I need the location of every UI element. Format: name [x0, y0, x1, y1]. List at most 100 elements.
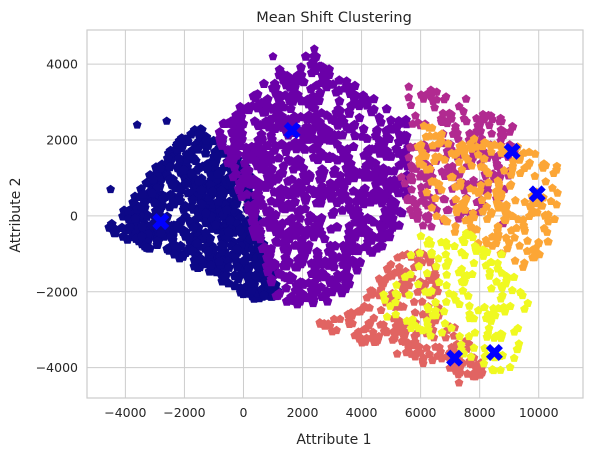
- data-point: [473, 150, 483, 159]
- data-point: [469, 175, 478, 185]
- data-point: [541, 177, 551, 186]
- data-point: [295, 187, 306, 197]
- data-point: [442, 280, 451, 290]
- cluster-5-points: [413, 121, 562, 271]
- data-point: [277, 68, 288, 79]
- data-point: [386, 259, 396, 269]
- data-point: [541, 210, 550, 219]
- data-point: [435, 342, 444, 352]
- data-point: [498, 290, 507, 300]
- data-point: [165, 189, 176, 199]
- data-point: [378, 145, 389, 155]
- data-point: [272, 109, 283, 120]
- data-point: [334, 118, 345, 128]
- data-point: [463, 291, 473, 300]
- data-point: [496, 365, 505, 374]
- data-point: [289, 111, 300, 121]
- data-point: [186, 168, 197, 178]
- data-point: [253, 134, 264, 145]
- data-point: [379, 320, 388, 329]
- data-point: [488, 241, 497, 250]
- data-point: [457, 140, 467, 149]
- data-point: [329, 314, 339, 323]
- data-point: [421, 287, 430, 296]
- data-point: [169, 249, 180, 259]
- data-point: [381, 274, 391, 283]
- data-point: [386, 115, 396, 125]
- data-point: [344, 278, 355, 289]
- data-point: [451, 221, 460, 230]
- data-point: [343, 195, 354, 205]
- data-point: [322, 296, 333, 306]
- data-point: [413, 142, 423, 151]
- data-point: [377, 240, 388, 251]
- data-point: [413, 287, 423, 296]
- data-point: [424, 123, 434, 132]
- data-point: [442, 205, 452, 215]
- data-point: [482, 332, 492, 341]
- data-point: [313, 249, 323, 259]
- cluster-centers: [152, 122, 546, 367]
- data-point: [391, 288, 401, 298]
- data-point: [451, 194, 461, 204]
- data-point: [373, 332, 383, 342]
- x-tick-label: 6000: [405, 405, 437, 420]
- data-point: [266, 130, 277, 140]
- data-point: [434, 277, 444, 286]
- data-point: [327, 259, 338, 269]
- data-point: [109, 227, 120, 238]
- data-point: [141, 242, 152, 252]
- data-point: [311, 198, 322, 208]
- data-point: [230, 199, 241, 209]
- data-point: [311, 80, 322, 90]
- data-point: [253, 183, 264, 193]
- data-point: [200, 148, 211, 158]
- data-point: [485, 120, 494, 130]
- data-point: [324, 151, 335, 161]
- data-point: [176, 133, 187, 143]
- data-point: [368, 217, 379, 227]
- x-axis-label: Attribute 1: [296, 432, 371, 448]
- y-tick-label: 4000: [46, 57, 78, 72]
- data-point: [466, 352, 476, 361]
- data-point: [434, 254, 443, 263]
- data-point: [409, 297, 419, 306]
- data-point: [431, 261, 441, 271]
- data-point: [293, 207, 304, 218]
- data-point: [360, 183, 370, 193]
- data-point: [413, 279, 423, 288]
- data-point: [476, 180, 486, 189]
- data-point: [458, 286, 468, 295]
- data-point: [277, 203, 288, 213]
- data-point: [416, 90, 426, 99]
- data-point: [486, 257, 496, 266]
- data-point: [123, 206, 134, 216]
- data-point: [505, 127, 515, 136]
- data-point: [414, 208, 423, 218]
- data-point: [507, 285, 517, 295]
- data-point: [378, 171, 389, 181]
- cluster-center-marker: [152, 213, 170, 231]
- data-point: [354, 112, 365, 123]
- data-point: [322, 110, 332, 120]
- data-point: [330, 240, 340, 251]
- data-point: [441, 297, 451, 306]
- data-point: [376, 305, 386, 314]
- data-point: [490, 311, 500, 320]
- data-point: [348, 186, 359, 196]
- data-point: [307, 212, 318, 223]
- data-point: [327, 249, 337, 259]
- data-point: [356, 219, 367, 229]
- data-point: [194, 128, 204, 139]
- data-point: [523, 298, 533, 307]
- data-point: [440, 171, 450, 180]
- data-point: [406, 323, 416, 332]
- data-point: [537, 201, 547, 210]
- data-point: [132, 120, 142, 129]
- data-point: [393, 187, 404, 198]
- data-point: [341, 251, 352, 261]
- data-point: [424, 211, 433, 220]
- data-point: [495, 117, 504, 126]
- data-point: [422, 316, 432, 325]
- data-point: [332, 197, 342, 208]
